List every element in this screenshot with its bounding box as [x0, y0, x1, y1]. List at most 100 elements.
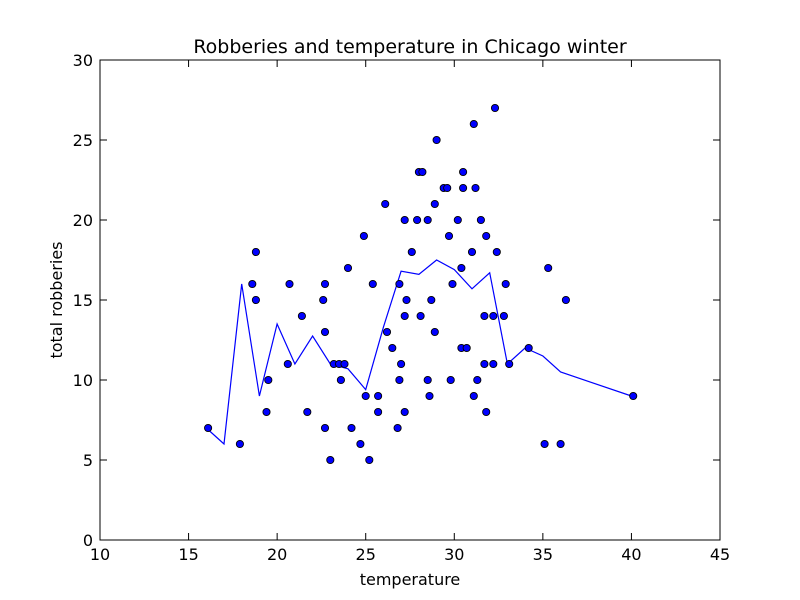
- y-tick-label: 20: [73, 211, 93, 230]
- data-point: [540, 439, 549, 449]
- data-point: [340, 359, 349, 369]
- data-point: [480, 311, 489, 321]
- data-point: [347, 423, 356, 433]
- x-tick-label: 15: [178, 545, 198, 564]
- data-point: [501, 279, 510, 289]
- data-point: [204, 423, 213, 433]
- data-point: [489, 359, 498, 369]
- data-point: [365, 455, 374, 465]
- data-point: [400, 407, 409, 417]
- data-point: [283, 359, 292, 369]
- data-point: [320, 279, 330, 289]
- x-tick-label: 45: [710, 545, 730, 564]
- y-tick-label: 0: [83, 531, 93, 550]
- data-point: [400, 215, 409, 225]
- data-point: [482, 231, 491, 241]
- data-point: [469, 119, 478, 129]
- data-point: [490, 103, 500, 113]
- x-tick-label: 40: [621, 545, 641, 564]
- data-point: [462, 343, 471, 353]
- data-point: [444, 231, 454, 241]
- data-point: [629, 391, 638, 401]
- plot-layer: [204, 103, 638, 465]
- data-point: [320, 327, 330, 337]
- data-point: [505, 359, 514, 369]
- data-point: [459, 183, 468, 193]
- data-point: [382, 327, 392, 337]
- data-point: [418, 167, 427, 177]
- data-point: [400, 311, 409, 321]
- series-line: [205, 259, 632, 446]
- data-point: [343, 263, 353, 273]
- chart-title: Robberies and temperature in Chicago win…: [193, 36, 627, 58]
- data-point: [457, 263, 466, 273]
- data-point: [473, 375, 482, 385]
- ticks-layer: 10 15 20 25 30 35 40 45 0 5 10 15 20 25 30: [73, 51, 731, 564]
- data-point: [482, 407, 491, 417]
- data-point: [492, 247, 501, 257]
- data-point: [388, 343, 397, 353]
- data-point: [264, 375, 273, 385]
- data-point: [427, 295, 436, 305]
- data-point: [395, 375, 404, 385]
- data-point: [446, 375, 455, 385]
- data-point: [416, 311, 425, 321]
- y-tick-label: 15: [73, 291, 93, 310]
- data-point: [374, 391, 383, 401]
- data-point: [359, 231, 368, 241]
- data-point: [469, 391, 478, 401]
- y-tick-label: 5: [83, 451, 93, 470]
- data-point: [402, 295, 411, 305]
- y-tick-label: 25: [73, 131, 93, 150]
- data-point: [285, 279, 294, 289]
- data-point: [544, 263, 553, 273]
- x-tick-label: 25: [356, 545, 376, 564]
- data-point: [430, 327, 439, 337]
- data-point: [459, 167, 468, 177]
- x-axis-label: temperature: [360, 570, 461, 589]
- data-point: [361, 391, 370, 401]
- y-tick-label: 10: [73, 371, 93, 390]
- x-tick-label: 20: [267, 545, 287, 564]
- data-point: [499, 311, 508, 321]
- data-point: [423, 215, 432, 225]
- data-point: [561, 295, 570, 305]
- data-point: [319, 295, 328, 305]
- data-point: [326, 455, 335, 465]
- y-tick-label: 30: [73, 51, 93, 70]
- data-point: [407, 247, 416, 257]
- data-point: [489, 311, 498, 321]
- data-point: [448, 279, 457, 289]
- data-point: [297, 311, 306, 321]
- data-point: [413, 215, 422, 225]
- x-tick-label: 35: [533, 545, 553, 564]
- data-point: [443, 183, 452, 193]
- data-point: [432, 135, 441, 145]
- data-point: [480, 359, 489, 369]
- data-point: [393, 423, 402, 433]
- data-point: [381, 199, 390, 209]
- data-point: [356, 439, 365, 449]
- x-tick-label: 30: [444, 545, 464, 564]
- data-point: [303, 407, 312, 417]
- data-point: [235, 439, 244, 449]
- data-point: [524, 343, 533, 353]
- data-point: [476, 215, 485, 225]
- data-point: [556, 439, 565, 449]
- data-point: [453, 215, 462, 225]
- data-point: [262, 407, 271, 417]
- data-point: [248, 279, 257, 289]
- data-point: [430, 199, 439, 209]
- data-point: [251, 295, 260, 305]
- data-point: [423, 375, 432, 385]
- data-point: [425, 391, 434, 401]
- data-point: [374, 407, 383, 417]
- x-tick-label: 10: [90, 545, 110, 564]
- data-point: [397, 359, 406, 369]
- y-axis-label: total robberies: [47, 241, 66, 358]
- data-point: [368, 279, 377, 289]
- data-point: [251, 247, 260, 257]
- data-point: [395, 279, 404, 289]
